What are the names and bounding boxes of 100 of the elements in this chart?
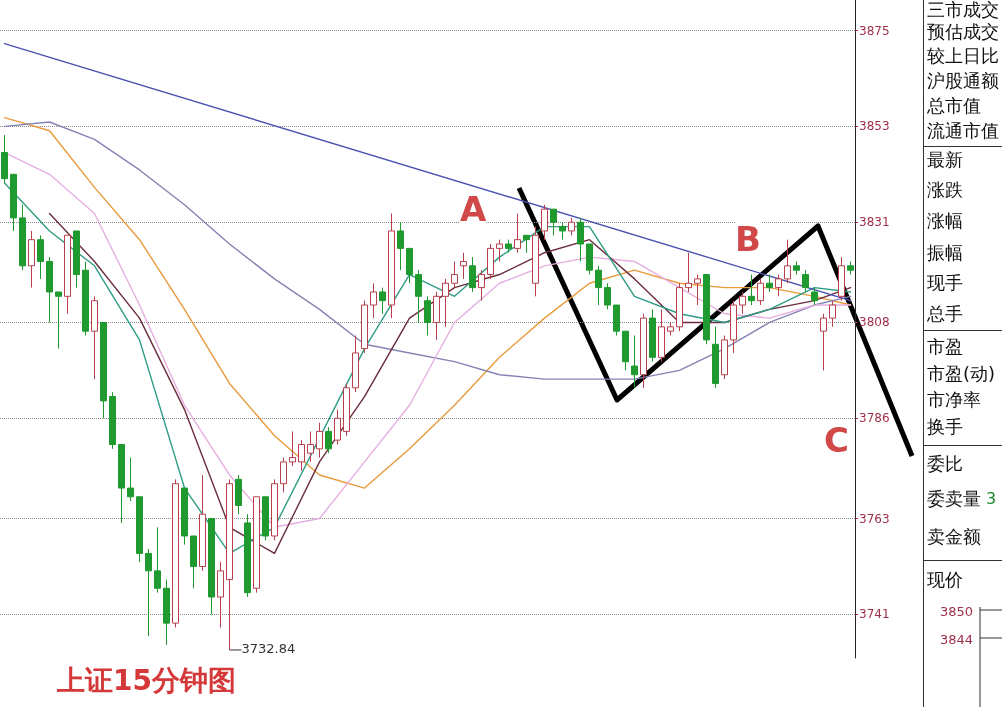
candlestick	[289, 430, 296, 467]
candlestick	[208, 518, 215, 615]
candlestick	[631, 335, 638, 389]
candlestick	[811, 287, 818, 306]
candlestick	[406, 247, 413, 284]
text: 市盈(动)	[927, 363, 996, 384]
candlestick	[676, 282, 683, 332]
annotation: 3732.84	[241, 640, 296, 656]
candlestick	[82, 260, 89, 337]
candlestick	[100, 321, 107, 419]
candlestick	[190, 535, 197, 589]
candlestick	[343, 382, 350, 437]
candlestick	[244, 513, 251, 598]
y-tick-label: 3853	[859, 119, 890, 134]
text: 委比	[927, 453, 963, 474]
candlestick	[181, 487, 188, 546]
candlestick	[91, 295, 98, 380]
line-series	[3, 121, 852, 380]
candlestick	[730, 300, 737, 354]
candlestick	[64, 234, 71, 315]
candlestick	[820, 313, 827, 371]
candlestick	[442, 278, 449, 328]
text: 3844	[940, 631, 974, 649]
text: 总手	[927, 303, 963, 324]
candlestick	[262, 496, 269, 541]
candlestick	[748, 274, 755, 306]
text: 三市成交	[927, 0, 999, 20]
candlestick	[433, 291, 440, 341]
candlestick	[370, 282, 377, 319]
y-tick-label: 3808	[859, 315, 890, 330]
candlestick	[469, 256, 476, 293]
candlestick	[154, 526, 161, 594]
text: 流通市值	[927, 120, 999, 141]
candlestick	[478, 269, 485, 302]
text: 涨幅	[927, 210, 963, 231]
text: 市净率	[927, 389, 981, 410]
candlestick	[667, 321, 674, 337]
candlestick	[73, 230, 80, 289]
candlestick	[721, 335, 728, 380]
candlestick	[649, 308, 656, 363]
candlestick	[577, 217, 584, 262]
candlestick	[379, 287, 386, 315]
text: 委卖量	[927, 488, 981, 509]
candlestick	[325, 426, 332, 454]
text: 现价	[927, 569, 963, 590]
y-tick-label: 3763	[859, 511, 890, 526]
text: 3	[986, 489, 997, 509]
candlestick	[424, 295, 431, 337]
candlestick	[838, 256, 845, 302]
candlestick	[271, 478, 278, 541]
text: 总市值	[927, 95, 981, 116]
candlestick	[55, 291, 62, 350]
text: 预估成交	[927, 21, 999, 42]
candlestick	[847, 260, 854, 276]
candlestick	[199, 474, 206, 572]
candlestick	[622, 330, 629, 371]
text: 涨跌	[927, 179, 963, 200]
candlestick	[46, 256, 53, 323]
candlestick	[757, 278, 764, 306]
y-tick-label: 3875	[859, 23, 890, 38]
candlestick	[550, 208, 557, 236]
text: 沪股通额	[927, 70, 999, 91]
annotation: C	[824, 420, 849, 460]
candlestick	[298, 439, 305, 472]
candlestick	[568, 217, 575, 236]
candlestick	[253, 496, 260, 594]
candlestick	[334, 409, 341, 445]
candlestick	[685, 252, 692, 293]
candlestick	[505, 239, 512, 254]
candlestick	[163, 579, 170, 646]
text: 最新	[927, 149, 963, 170]
candlestick	[361, 300, 368, 354]
annotation: A	[460, 189, 487, 229]
text: 现手	[927, 272, 963, 293]
candlestick	[559, 221, 566, 241]
text: 换手	[927, 416, 963, 437]
candlestick	[316, 422, 323, 459]
candlestick	[136, 496, 143, 563]
candlestick	[397, 221, 404, 271]
y-tick-label: 3831	[859, 215, 890, 230]
candlestick	[541, 204, 548, 241]
candlestick	[829, 300, 836, 328]
candlestick	[586, 243, 593, 276]
candlestick	[460, 252, 467, 280]
candlestick	[784, 239, 791, 284]
candlestick	[487, 243, 494, 280]
candlestick	[514, 213, 521, 254]
candlestick	[613, 304, 620, 337]
annotation: B	[735, 219, 761, 259]
candlestick	[307, 430, 314, 463]
candlestick	[172, 478, 179, 628]
candlestick	[280, 457, 287, 493]
text: 卖金额	[927, 526, 981, 547]
candlestick	[595, 265, 602, 306]
y-tick-label: 3741	[859, 607, 890, 622]
candlestick	[523, 234, 530, 254]
candlestick	[127, 457, 134, 502]
candlestick	[235, 474, 242, 515]
candlestick	[766, 274, 773, 293]
candlestick	[388, 213, 395, 319]
